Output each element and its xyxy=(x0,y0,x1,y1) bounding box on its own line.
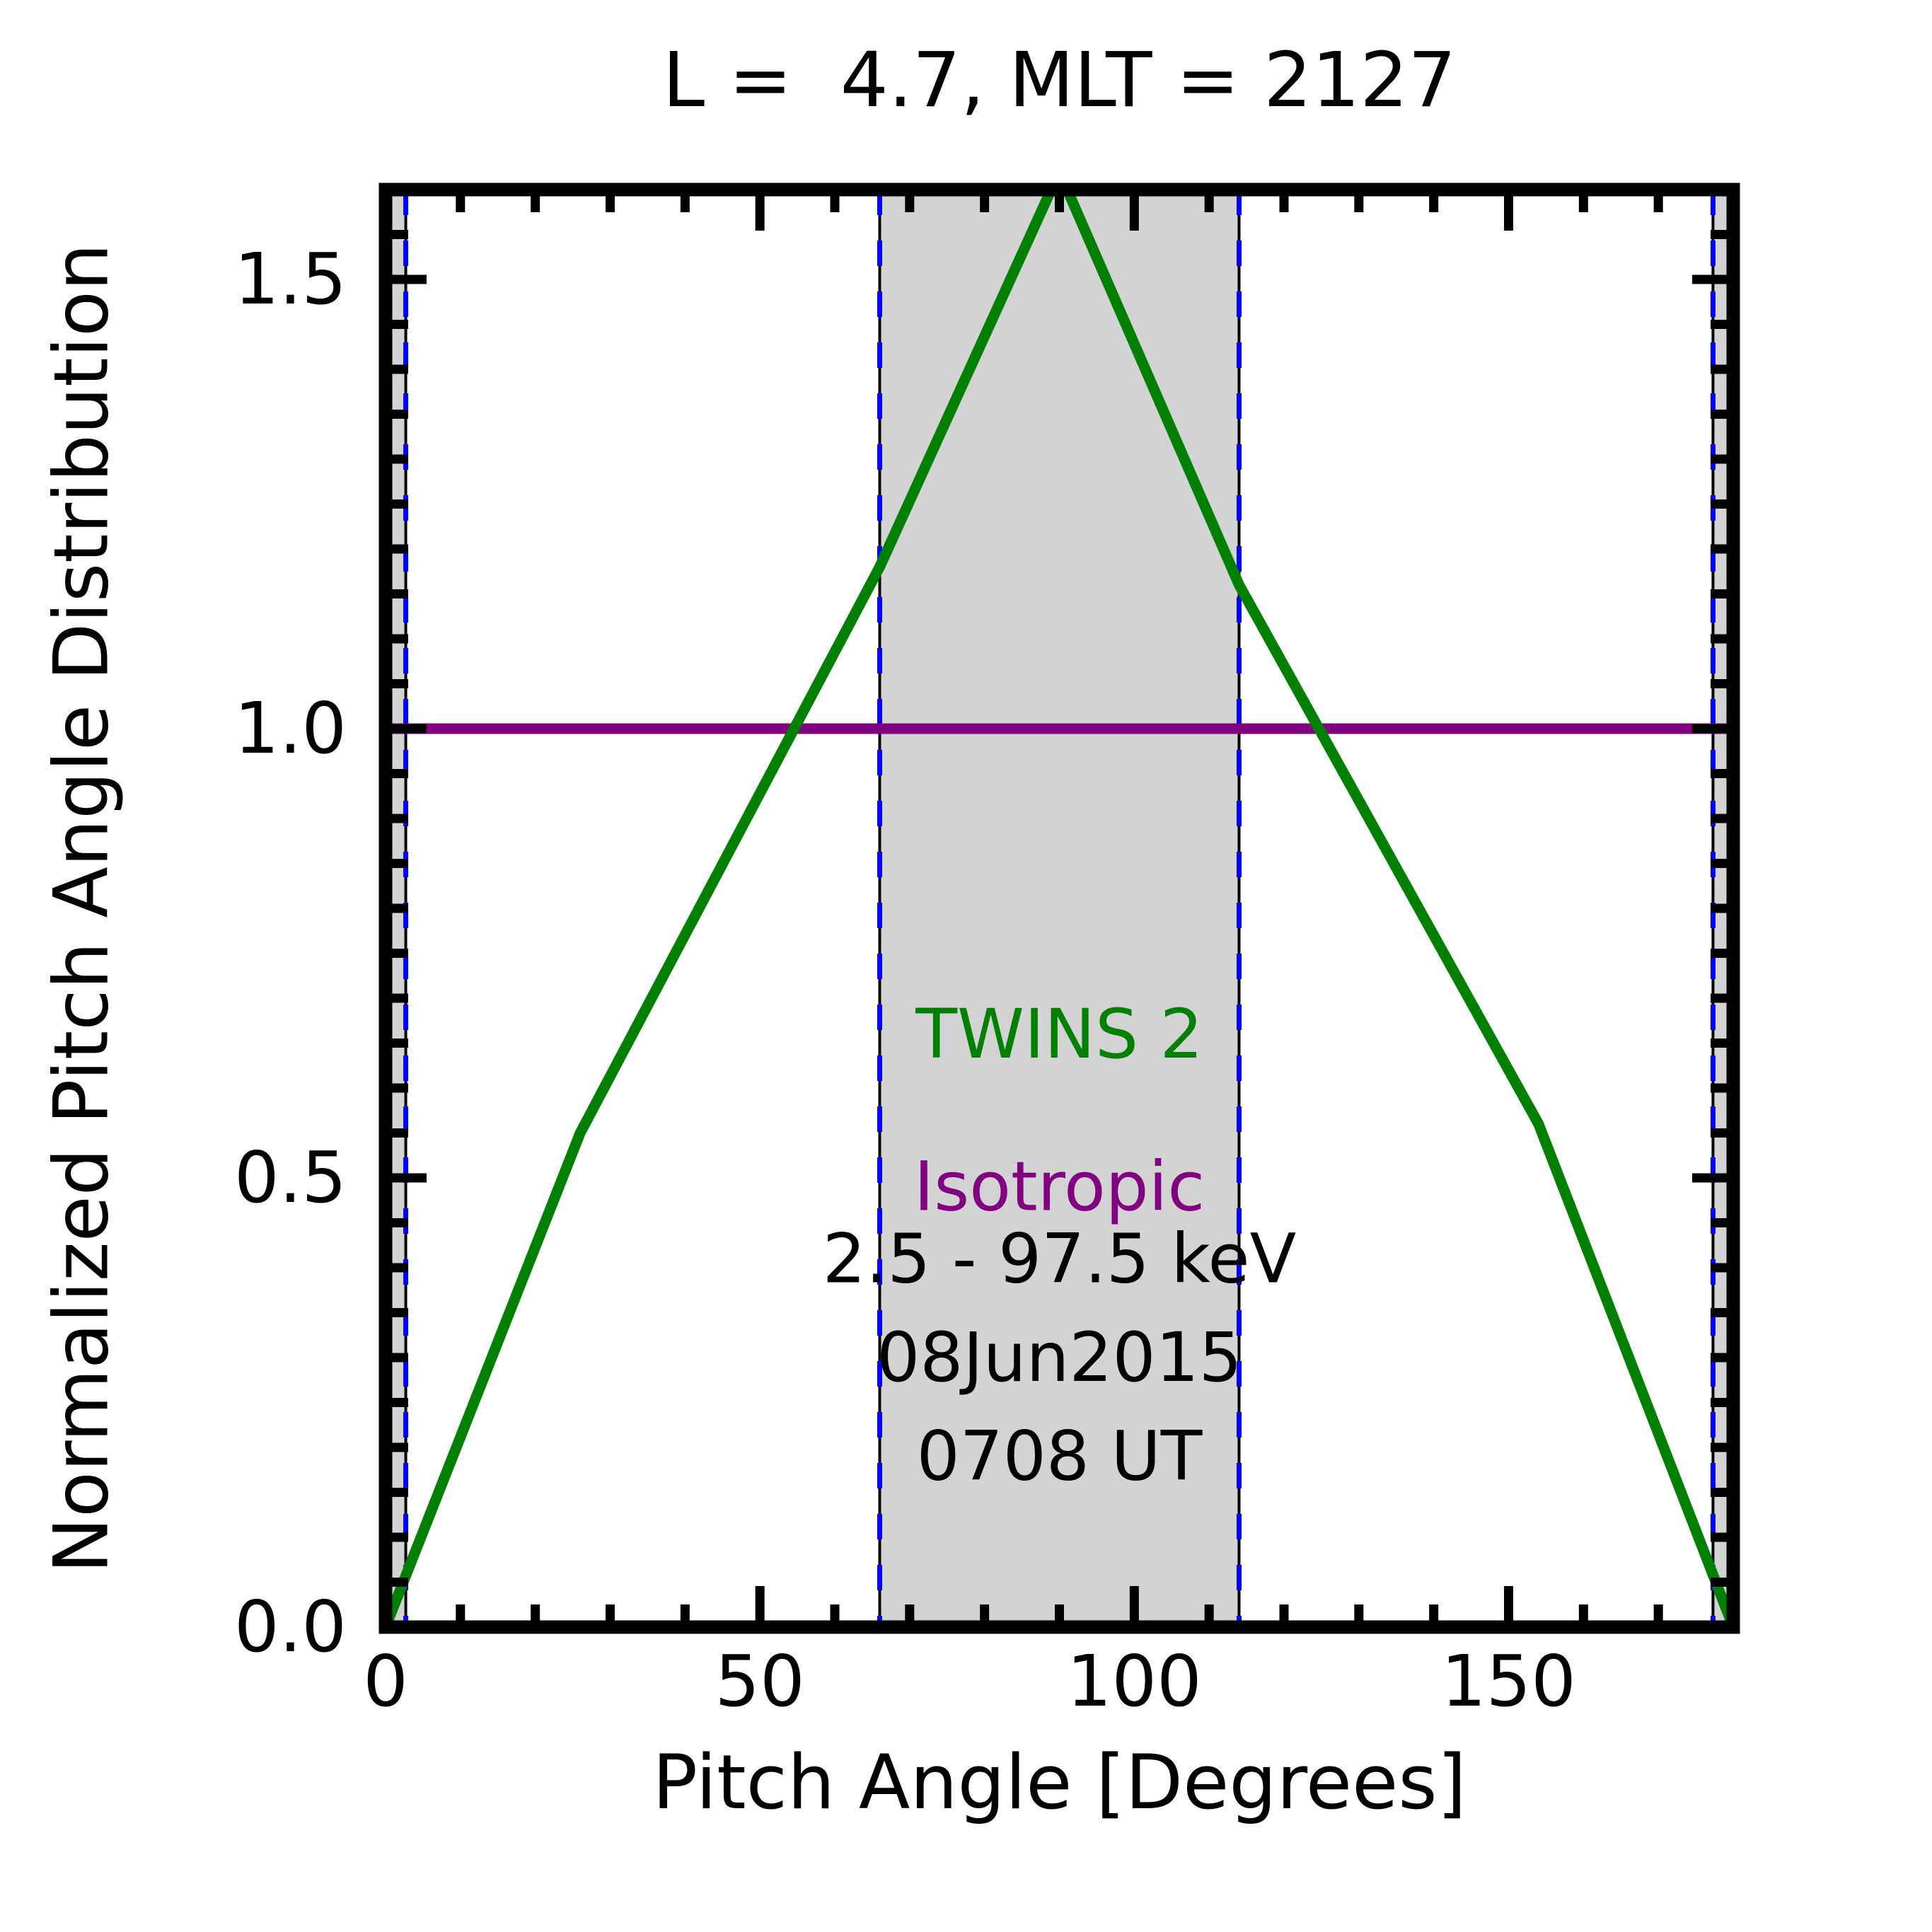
y-tick-label-1.5: 1.5 xyxy=(233,238,347,320)
shaded-band-1 xyxy=(879,190,1239,1627)
label-date: 08Jun2015 xyxy=(877,1318,1242,1397)
x-axis-label: Pitch Angle [Degrees] xyxy=(652,1739,1467,1826)
y-tick-label-0.5: 0.5 xyxy=(233,1136,347,1219)
x-tick-label-100: 100 xyxy=(1066,1640,1202,1723)
x-tick-label-50: 50 xyxy=(715,1640,805,1723)
label-energy-range: 2.5 - 97.5 keV xyxy=(823,1219,1297,1298)
y-tick-label-1.0: 1.0 xyxy=(233,687,347,770)
x-tick-label-0: 0 xyxy=(363,1640,408,1723)
y-tick-label-0.0: 0.0 xyxy=(233,1585,347,1668)
x-tick-label-150: 150 xyxy=(1441,1640,1576,1723)
label-isotropic: Isotropic xyxy=(914,1147,1205,1227)
series-line-twins-2 xyxy=(386,190,1733,1627)
y-axis-label: Normalized Pitch Angle Distribution xyxy=(37,243,125,1574)
chart-title: L = 4.7, MLT = 2127 xyxy=(662,37,1457,125)
label-time: 0708 UT xyxy=(917,1417,1203,1496)
axes-spines xyxy=(378,183,1740,1634)
label-twins-2: TWINS 2 xyxy=(915,995,1203,1074)
